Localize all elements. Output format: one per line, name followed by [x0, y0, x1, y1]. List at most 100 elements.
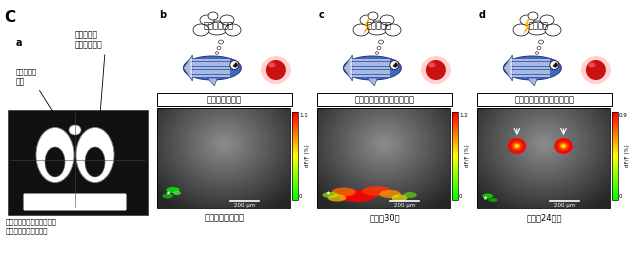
Bar: [510, 72, 550, 74]
Text: 記憶していない: 記憶していない: [207, 95, 242, 104]
Ellipse shape: [208, 12, 218, 20]
Text: C: C: [4, 10, 15, 25]
Ellipse shape: [536, 52, 539, 54]
FancyBboxPatch shape: [157, 93, 292, 106]
Text: d: d: [479, 10, 486, 20]
Text: しゅうのう: しゅうのう: [16, 68, 38, 75]
Ellipse shape: [515, 144, 519, 148]
Bar: [350, 59, 391, 61]
Text: 0: 0: [619, 194, 623, 199]
Ellipse shape: [193, 24, 209, 36]
Ellipse shape: [328, 195, 346, 201]
Ellipse shape: [562, 144, 565, 148]
Text: dF/F (%): dF/F (%): [466, 145, 471, 167]
Bar: [190, 64, 230, 66]
Bar: [350, 70, 391, 72]
Ellipse shape: [343, 56, 401, 80]
Bar: [510, 75, 550, 77]
Ellipse shape: [553, 63, 558, 68]
Ellipse shape: [266, 60, 286, 80]
Text: これはなに？: これはなに？: [204, 22, 234, 31]
Text: 学習していない魚: 学習していない魚: [205, 213, 245, 222]
Polygon shape: [524, 18, 530, 33]
Text: 視蓋：魚類の視覚中枢で、: 視蓋：魚類の視覚中枢で、: [6, 218, 57, 225]
Ellipse shape: [377, 47, 381, 49]
Ellipse shape: [511, 141, 523, 151]
Text: 200 μm: 200 μm: [394, 203, 415, 208]
Text: 0: 0: [459, 194, 462, 199]
Ellipse shape: [206, 21, 228, 35]
Ellipse shape: [166, 187, 179, 193]
Ellipse shape: [586, 60, 606, 80]
Bar: [350, 64, 391, 66]
Ellipse shape: [338, 190, 375, 202]
Ellipse shape: [488, 198, 497, 202]
Bar: [190, 59, 230, 61]
Text: 昨日の！: 昨日の！: [529, 22, 549, 31]
Bar: [190, 72, 230, 74]
Ellipse shape: [331, 188, 356, 196]
Ellipse shape: [545, 24, 561, 36]
Text: 0: 0: [299, 194, 303, 199]
Ellipse shape: [360, 15, 374, 25]
Ellipse shape: [375, 52, 378, 54]
Ellipse shape: [393, 63, 398, 68]
Text: 相当する領域: 相当する領域: [75, 40, 103, 49]
Text: 視覚山激を知覚する。: 視覚山激を知覚する。: [6, 227, 48, 234]
Bar: [350, 67, 391, 69]
Ellipse shape: [513, 24, 529, 36]
Ellipse shape: [429, 63, 436, 68]
Ellipse shape: [588, 63, 595, 68]
Ellipse shape: [426, 60, 446, 80]
Ellipse shape: [540, 15, 554, 25]
Polygon shape: [527, 78, 537, 86]
Ellipse shape: [36, 128, 74, 183]
Text: dF/F (%): dF/F (%): [625, 145, 630, 167]
Ellipse shape: [482, 194, 493, 199]
Bar: [350, 62, 391, 64]
Ellipse shape: [162, 194, 173, 199]
Ellipse shape: [220, 15, 234, 25]
Bar: [350, 72, 391, 74]
Ellipse shape: [200, 15, 214, 25]
Ellipse shape: [366, 21, 388, 35]
Ellipse shape: [520, 15, 534, 25]
FancyBboxPatch shape: [24, 194, 127, 210]
FancyBboxPatch shape: [8, 110, 148, 215]
Ellipse shape: [233, 63, 238, 68]
Bar: [190, 75, 230, 77]
FancyBboxPatch shape: [477, 93, 612, 106]
Ellipse shape: [380, 15, 394, 25]
Ellipse shape: [537, 47, 541, 49]
Ellipse shape: [69, 125, 81, 135]
Text: さっきの！: さっきの！: [366, 22, 392, 31]
Text: 学習後24時間: 学習後24時間: [527, 213, 562, 222]
Ellipse shape: [363, 186, 392, 196]
Ellipse shape: [558, 141, 569, 151]
Ellipse shape: [368, 12, 378, 20]
Text: 長期記憶を思い出している: 長期記憶を思い出している: [515, 95, 574, 104]
Text: 短期記憶を思い出している: 短期記憶を思い出している: [354, 95, 415, 104]
Ellipse shape: [560, 143, 567, 149]
Text: a: a: [16, 38, 22, 48]
Ellipse shape: [85, 147, 105, 177]
Bar: [350, 75, 391, 77]
Ellipse shape: [76, 128, 114, 183]
Ellipse shape: [353, 24, 369, 36]
Bar: [510, 70, 550, 72]
Text: dF/F (%): dF/F (%): [305, 145, 310, 167]
Ellipse shape: [219, 40, 223, 44]
Ellipse shape: [550, 60, 559, 69]
Bar: [190, 67, 230, 69]
Ellipse shape: [230, 60, 239, 69]
Text: ★: ★: [165, 190, 170, 195]
Ellipse shape: [385, 24, 401, 36]
Polygon shape: [343, 55, 352, 81]
Text: 終脳: 終脳: [16, 77, 25, 86]
Ellipse shape: [216, 52, 219, 54]
Ellipse shape: [554, 138, 573, 154]
Ellipse shape: [403, 192, 417, 198]
Ellipse shape: [45, 147, 65, 177]
Ellipse shape: [268, 63, 275, 68]
Bar: [510, 59, 550, 61]
